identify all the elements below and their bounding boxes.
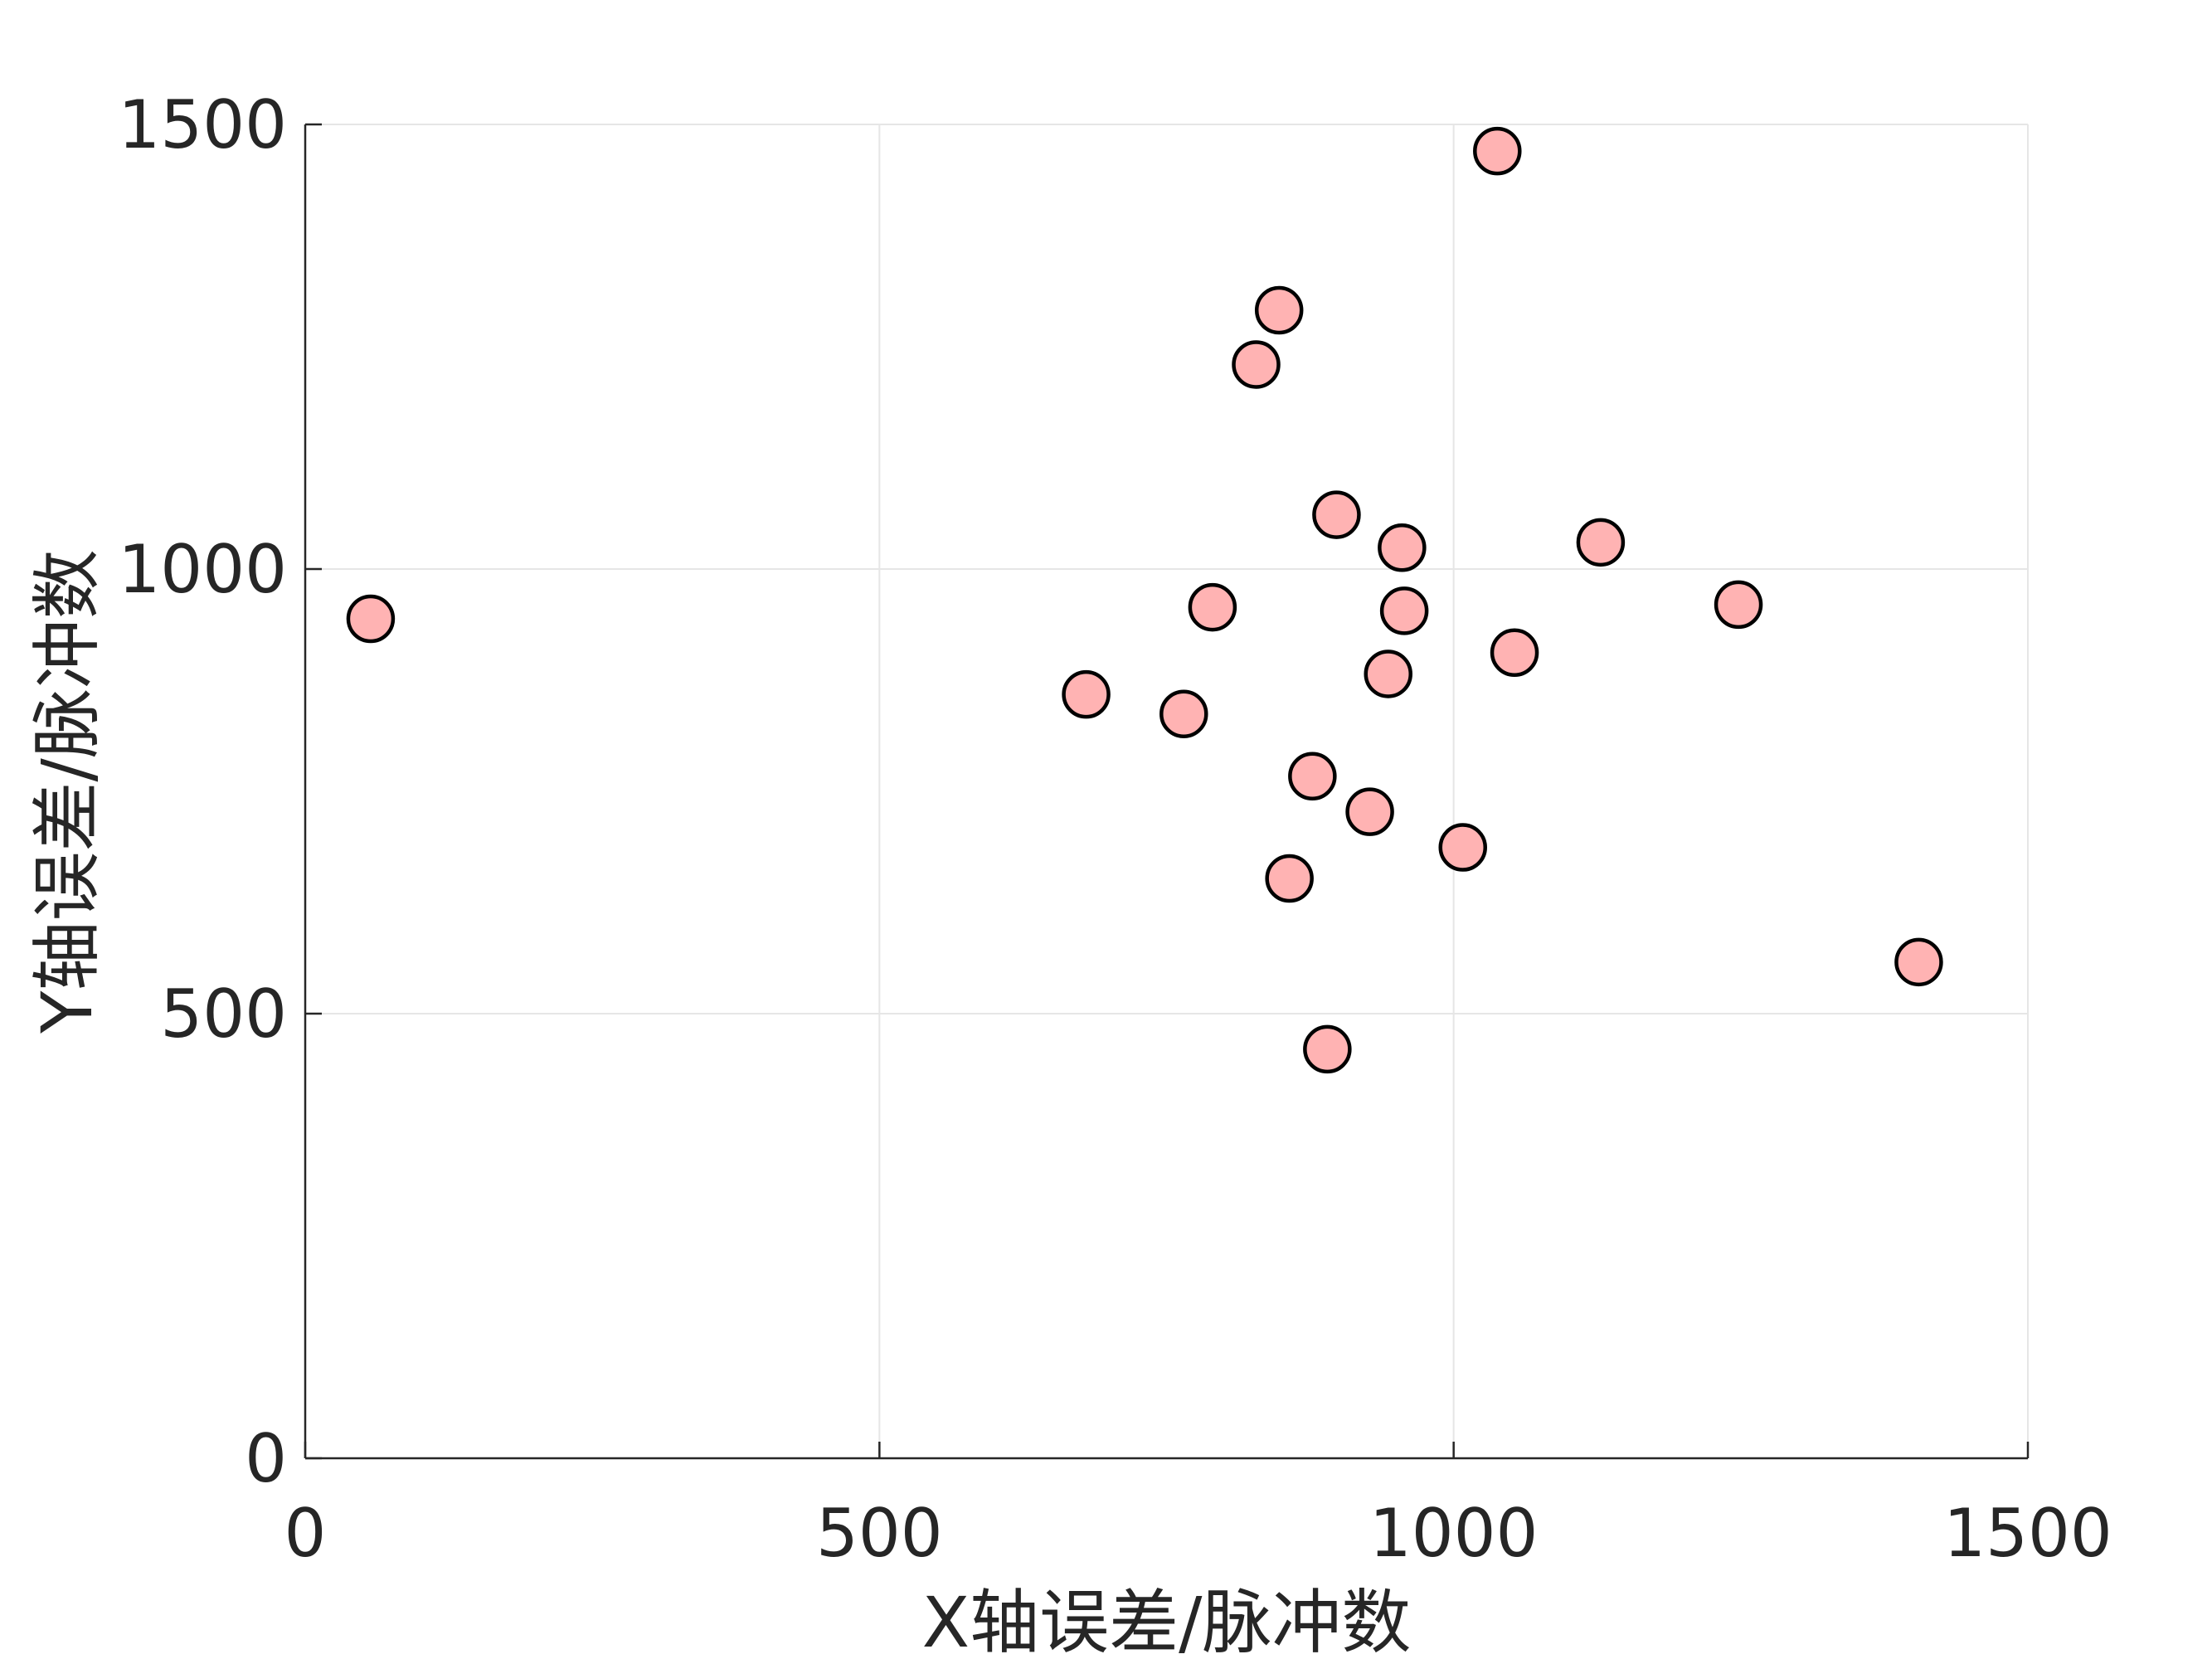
data-point: [1288, 752, 1337, 801]
data-point: [1378, 523, 1427, 572]
x-tick-label: 500: [816, 1495, 943, 1572]
grid-lines: [304, 124, 2029, 1459]
data-point: [1062, 669, 1111, 719]
data-point: [1576, 518, 1626, 567]
x-tick-label: 1500: [1943, 1495, 2112, 1572]
x-tick-label: 0: [284, 1495, 327, 1572]
x-axis-title: X轴误差/脉冲数: [922, 1582, 1412, 1659]
data-point: [346, 594, 396, 644]
axes: [304, 124, 2028, 1460]
y-tick-label: 0: [245, 1420, 287, 1497]
data-point: [1438, 823, 1487, 872]
data-point: [1379, 586, 1429, 635]
data-point: [1473, 126, 1522, 176]
data-point: [1364, 649, 1412, 698]
data-point: [1345, 787, 1394, 836]
data-point: [1312, 490, 1361, 539]
data-point: [1894, 937, 1943, 987]
y-tick-label: 1000: [118, 531, 287, 608]
data-point: [1714, 580, 1763, 630]
data-points: [346, 126, 1943, 1074]
ticks: 0 500 1000 1500 0 500 1000 1500: [118, 86, 2112, 1572]
data-point: [1232, 340, 1281, 389]
x-tick-label: 1000: [1369, 1495, 1539, 1572]
data-point: [1490, 628, 1539, 678]
data-point: [1254, 285, 1304, 335]
y-tick-label: 1500: [118, 86, 287, 163]
data-point: [1188, 582, 1237, 632]
data-point: [1265, 854, 1314, 903]
y-axis-title: Y轴误差/脉冲数: [27, 549, 108, 1034]
data-point: [1303, 1024, 1352, 1074]
data-point: [1159, 689, 1208, 738]
y-tick-label: 500: [160, 975, 287, 1053]
